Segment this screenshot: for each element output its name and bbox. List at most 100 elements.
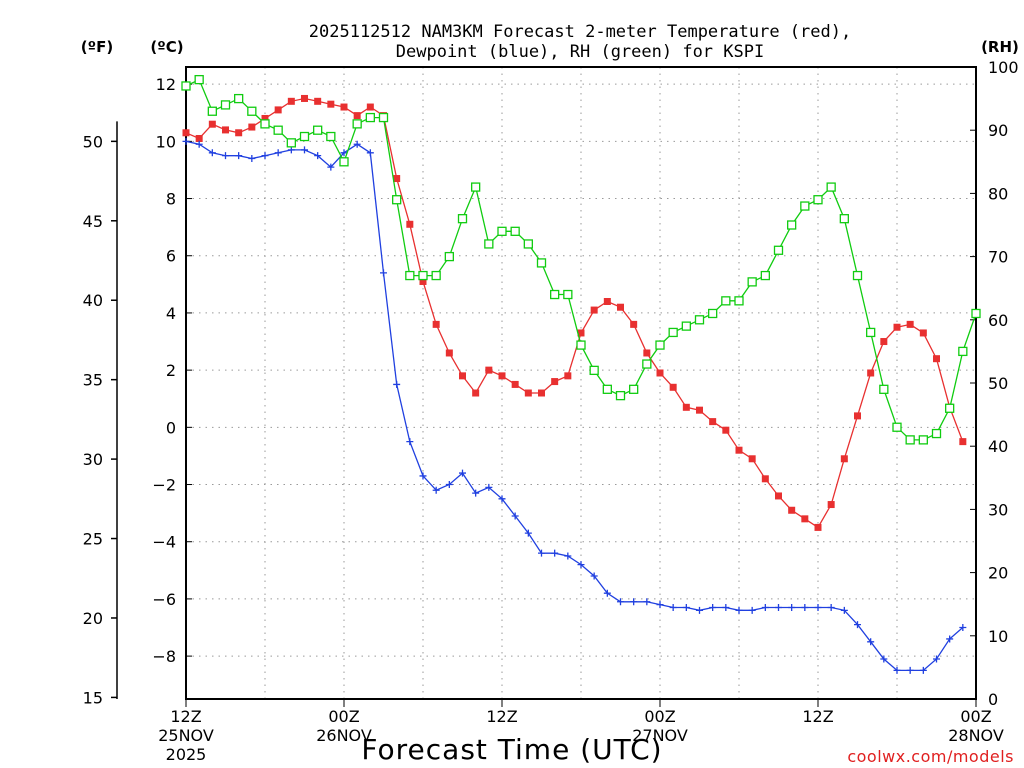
rh-point <box>299 131 310 142</box>
dewpoint-point <box>564 552 572 560</box>
temperature-point <box>393 175 401 183</box>
x-tick-label-time: 12Z <box>170 707 201 726</box>
temperature-point <box>287 97 295 105</box>
rh-point <box>339 157 349 167</box>
rh-point <box>405 270 415 281</box>
dewpoint-point <box>419 472 427 480</box>
chart-title-line1: 2025112512 NAM3KM Forecast 2-meter Tempe… <box>309 22 851 42</box>
c-tick-label: 12 <box>156 75 176 94</box>
dewpoint-point <box>893 666 901 674</box>
temperature-point <box>524 389 532 397</box>
rh-point <box>313 125 323 135</box>
rh-point <box>945 403 955 413</box>
rh-point <box>694 315 705 325</box>
temperature-point <box>261 114 269 122</box>
x-tick-label-date: 28NOV <box>948 726 1004 745</box>
rh-point <box>365 112 375 123</box>
f-tick-label: 40 <box>83 291 103 310</box>
c-tick-label: −6 <box>152 590 176 609</box>
temperature-point <box>893 323 901 331</box>
dewpoint-point <box>524 529 532 537</box>
dewpoint-point <box>946 635 954 643</box>
c-tick-label: 6 <box>166 247 176 266</box>
temperature-point <box>814 523 822 531</box>
temperature-point <box>761 475 769 483</box>
dewpoint-point <box>919 666 927 674</box>
dewpoint-point <box>432 486 440 494</box>
dewpoint-point <box>656 601 664 609</box>
temperature-point <box>603 297 611 305</box>
rh-point <box>247 106 257 116</box>
temperature-point <box>195 134 203 142</box>
rh-point <box>260 119 270 129</box>
dewpoint-point <box>314 152 322 160</box>
rh-point <box>444 251 454 262</box>
rh-point <box>813 195 823 205</box>
temperature-point <box>775 492 782 500</box>
rh-tick-label: 90 <box>988 121 1008 140</box>
dewpoint-point <box>459 469 466 477</box>
dewpoint-point <box>327 163 335 171</box>
rh-point <box>602 384 612 394</box>
rh-point <box>615 390 626 401</box>
dewpoint-point <box>722 603 730 611</box>
temperature-point <box>248 123 256 131</box>
temperature-point <box>419 277 427 285</box>
temperature-point <box>327 100 335 108</box>
temperature-point <box>854 412 861 420</box>
dewpoint-point <box>485 483 493 491</box>
temperature-point <box>617 303 624 311</box>
rh-point <box>787 220 797 230</box>
temperature-point <box>235 129 243 137</box>
axes: 121086420−2−4−6−850454035302520151009080… <box>83 58 1019 764</box>
dewpoint-point <box>709 603 717 611</box>
temperature-point <box>590 306 598 314</box>
rh-point <box>760 270 770 281</box>
dewpoint-point <box>182 137 190 145</box>
watermark: coolwx.com/models <box>847 747 1014 766</box>
dewpoint-point <box>511 512 519 520</box>
dewpoint-point <box>814 603 822 611</box>
f-tick-label: 30 <box>83 450 103 469</box>
dewpoint-point <box>340 149 348 157</box>
dewpoint-point <box>472 489 480 497</box>
chart-title-line2: Dewpoint (blue), RH (green) for KSPI <box>396 42 764 62</box>
temperature-point <box>511 380 519 388</box>
rh-point <box>431 270 441 281</box>
temperature-point <box>801 515 809 523</box>
x-tick-label-time: 00Z <box>328 707 359 726</box>
fahrenheit-unit-label: (ºF) <box>81 38 113 56</box>
rh-point <box>326 131 336 142</box>
rh-point <box>971 308 981 319</box>
dewpoint-point <box>235 152 243 160</box>
c-tick-label: −4 <box>152 533 176 552</box>
temperature-point <box>959 438 967 446</box>
rh-unit-label: (RH) <box>981 38 1019 56</box>
dewpoint-point <box>669 603 677 611</box>
dewpoint-point <box>735 606 743 614</box>
rh-tick-label: 20 <box>988 564 1008 583</box>
temperature-point <box>274 106 282 114</box>
f-tick-label: 50 <box>83 132 103 151</box>
temperature-point <box>709 418 717 426</box>
rh-point <box>234 93 244 104</box>
dewpoint-point <box>248 155 256 163</box>
series-layer <box>181 74 981 674</box>
dewpoint-point <box>840 606 848 614</box>
temperature-point <box>577 329 585 337</box>
rh-point <box>392 195 402 205</box>
x-axis-title: Forecast Time (UTC) <box>361 733 662 766</box>
rh-point <box>839 214 849 224</box>
rh-point <box>273 125 283 135</box>
dewpoint-point <box>590 572 598 580</box>
temperature-point <box>498 372 506 380</box>
temperature-point <box>314 97 322 105</box>
dewpoint-point <box>761 603 769 611</box>
dewpoint-point <box>959 624 967 632</box>
dewpoint-point <box>682 603 690 611</box>
temperature-point <box>735 446 743 454</box>
c-tick-label: 0 <box>166 418 176 437</box>
rh-point <box>708 308 718 319</box>
temperature-point <box>643 349 651 357</box>
